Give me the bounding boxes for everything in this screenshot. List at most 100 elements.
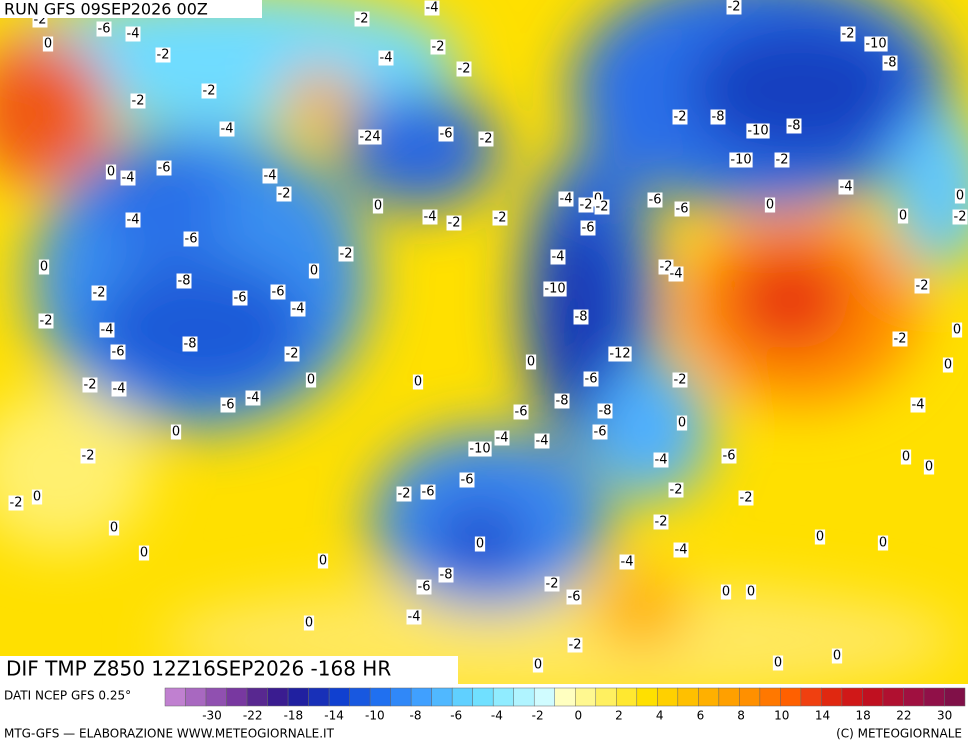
map [0,0,968,684]
contour-label: -4 [560,192,573,207]
colorbar-swatch [780,687,802,707]
contour-label: -2 [596,200,609,215]
contour-label-box [232,290,248,306]
colorbar-swatch [882,687,904,707]
contour-label-box [170,424,182,440]
colorbar-tick-label: 0 [574,709,582,723]
contour-label: -2 [432,40,445,55]
contour-label-box [110,344,126,360]
contour-label-box [120,170,136,186]
contour-label: -2 [916,279,929,294]
contour-label: -10 [865,37,886,52]
contour-labels: -2-6 -40-2-2-4-2-4-2-2-2-4-24 -6 -2-6-40 -4-… [8,0,968,673]
contour-label: -6 [112,345,125,360]
contour-label-box [91,285,107,301]
colorbar-tick-label: 4 [656,709,664,723]
contour-label: 0 [414,375,422,390]
contour-label-box [877,535,889,551]
contour-label-box [183,231,199,247]
colorbar-swatch [185,687,207,707]
contour-label-box [38,259,50,275]
contour-label: -4 [670,267,683,282]
colorbar-tick-label: -4 [491,709,503,723]
contour-label: -6 [649,193,662,208]
contour-label-box [290,301,306,317]
contour-label-box [276,186,292,202]
contour-label-box [954,188,966,204]
colorbar-tick-label: -14 [324,709,344,723]
contour-label: -8 [788,119,801,134]
colorbar-swatch [451,687,473,707]
contour-label-box [155,47,171,63]
contour-label-box [653,514,669,530]
colorbar-tick-label: -22 [243,709,263,723]
contour-label: 0 [766,198,774,213]
title-box [0,656,458,684]
contour-label: -4 [426,1,439,16]
colorbar-swatch [492,687,514,707]
contour-label: -8 [178,274,191,289]
contour-label: -4 [122,171,135,186]
contour-label-box [99,322,115,338]
contour-label-box [130,93,146,109]
contour-label: -6 [234,291,247,306]
contour-label-box [772,655,784,671]
contour-label: 0 [833,649,841,664]
colorbar-swatch [677,687,699,707]
contour-label: -4 [912,398,925,413]
contour-label: -2 [670,483,683,498]
contour-label-box [592,424,608,440]
contour-label-box [138,545,150,561]
contour-label-box [358,129,382,145]
contour-label-box [446,215,462,231]
contour-label-box [456,61,472,77]
colorbar-swatch [759,687,781,707]
colorbar-swatch [267,687,289,707]
colorbar-swatch [533,687,555,707]
contour-label: -4 [408,610,421,625]
contour-label: -6 [676,202,689,217]
contour-label: -2 [40,314,53,329]
colorbar-tick-label: 30 [937,709,952,723]
contour-label-box [840,26,856,42]
contour-label: -6 [723,449,736,464]
colorbar-swatch [472,687,494,707]
contour-label: -4 [424,210,437,225]
contour-label: -2 [674,110,687,125]
colorbar: -30 -22 -18 -14 -10 -8 -6 -4 -2 0 2 4 6 8 10 14 18 22 30 [164,687,966,723]
contour-label-box [262,168,278,184]
contour-label-box [608,346,632,362]
contour-label-box [420,484,436,500]
contour-label-box [406,609,422,625]
contour-label-box [892,331,908,347]
contour-label: -2 [458,62,471,77]
contour-label-box [396,486,412,502]
contour-label: -2 [728,0,741,15]
contour-label: 0 [899,209,907,224]
contour-label-box [111,381,127,397]
contour-label-box [468,441,492,457]
contour-label: -2 [569,638,582,653]
contour-label: -2 [398,487,411,502]
colorbar-swatch [287,687,309,707]
contour-label-box [494,430,510,446]
colorbar-swatch [636,687,658,707]
contour-label-box [726,0,742,15]
contour-label-box [412,374,424,390]
colorbar-tick-label: -18 [284,709,304,723]
contour-label: -10 [730,153,751,168]
colorbar-tick-label: 2 [615,709,623,723]
contour-label-box [738,490,754,506]
contour-label-box [668,482,684,498]
map-title: DIF TMP Z850 12Z16SEP2026 -168 HR [6,657,391,681]
contour-label: -6 [158,161,171,176]
contour-label-box [672,372,688,388]
contour-label-box [305,372,317,388]
contour-label: -10 [469,442,490,457]
colorbar-swatch [390,687,412,707]
contour-label-box [558,191,574,207]
contour-label-box [125,26,141,42]
contour-label-box [38,313,54,329]
contour-label-box [544,576,560,592]
